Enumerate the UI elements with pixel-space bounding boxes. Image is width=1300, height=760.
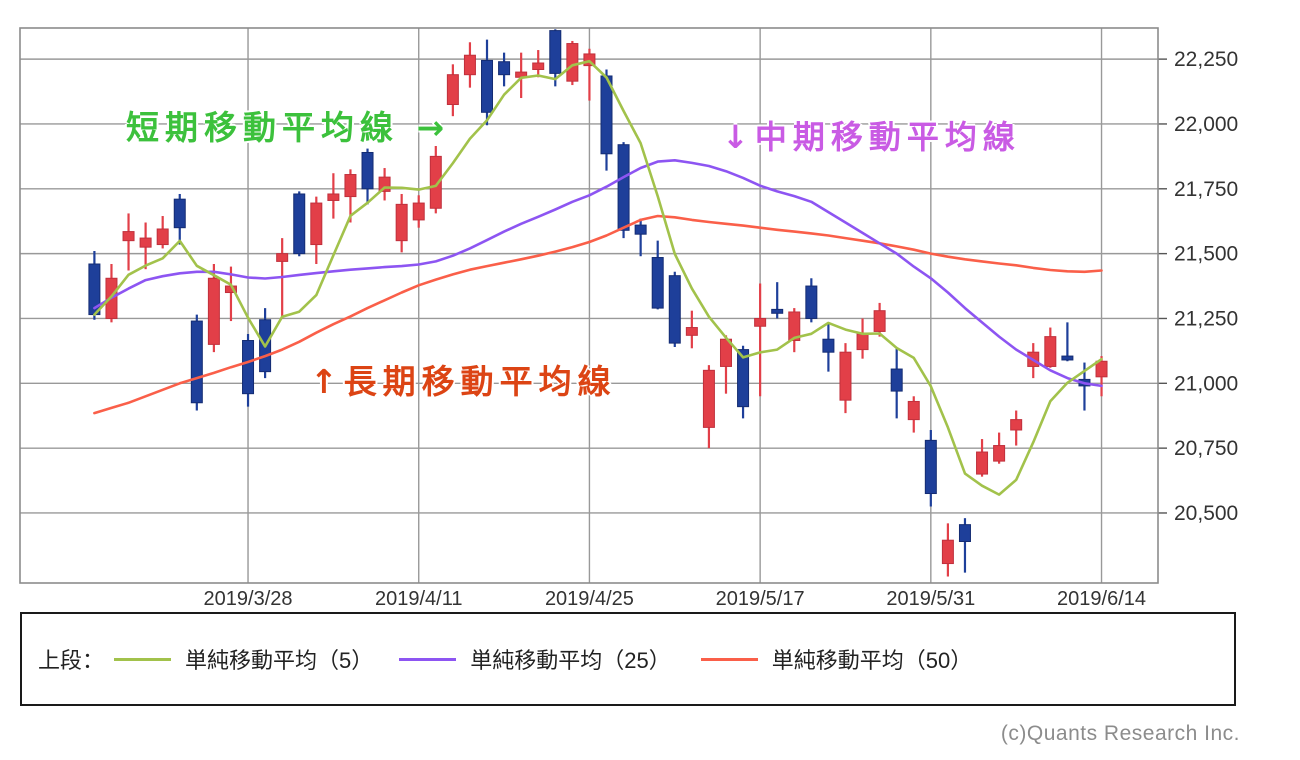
x-tick-label: 2019/5/17 bbox=[716, 588, 805, 610]
y-tick-label: 20,500 bbox=[1174, 502, 1238, 525]
candle-body bbox=[805, 285, 818, 319]
candle-body bbox=[276, 253, 289, 262]
candle-body bbox=[1010, 419, 1023, 431]
sma25-line bbox=[93, 159, 1103, 388]
candle-body bbox=[190, 320, 203, 404]
candle-body bbox=[890, 368, 903, 392]
candle-body bbox=[1044, 336, 1057, 367]
x-tick-label: 2019/6/14 bbox=[1057, 588, 1146, 610]
candle-body bbox=[310, 202, 323, 246]
candle-body bbox=[685, 327, 698, 336]
x-tick-label: 2019/5/31 bbox=[886, 588, 975, 610]
y-tick-label: 21,500 bbox=[1174, 243, 1238, 266]
y-tick-label: 22,000 bbox=[1174, 113, 1238, 136]
candle-body bbox=[242, 340, 255, 395]
candle-body bbox=[839, 351, 852, 401]
y-tick-label: 21,250 bbox=[1174, 307, 1238, 330]
plot-border bbox=[19, 27, 1159, 584]
candle-body bbox=[122, 231, 135, 242]
annotation-long-ma: ↑長期移動平均線 bbox=[310, 362, 617, 401]
legend-item-sma25: 単純移動平均（25） bbox=[399, 643, 671, 675]
annotation-mid-ma: ↓中期移動平均線 bbox=[722, 118, 1021, 156]
candle-body bbox=[1095, 360, 1108, 378]
sma5-line bbox=[93, 59, 1103, 496]
candle-body bbox=[634, 224, 647, 235]
candle-body bbox=[958, 524, 971, 543]
candle-body bbox=[361, 151, 374, 190]
legend-item-sma5: 単純移動平均（5） bbox=[114, 643, 373, 675]
sma50-line bbox=[93, 214, 1103, 415]
candle-body bbox=[1061, 355, 1074, 361]
candle-body bbox=[941, 539, 954, 565]
y-tick-label: 22,250 bbox=[1174, 48, 1238, 71]
candle-body bbox=[617, 144, 630, 231]
candle-body bbox=[446, 74, 459, 106]
y-tick-label: 20,750 bbox=[1174, 437, 1238, 460]
candle-body bbox=[566, 43, 579, 82]
candle-body bbox=[395, 203, 408, 242]
sma50-line-swatch bbox=[700, 657, 758, 661]
candle-body bbox=[429, 155, 442, 209]
candle-body bbox=[702, 369, 715, 428]
candle-body bbox=[993, 445, 1006, 462]
y-tick-label: 21,750 bbox=[1174, 178, 1238, 201]
candle-body bbox=[139, 237, 152, 248]
candle-body bbox=[156, 228, 169, 246]
legend-item-sma50: 単純移動平均（50） bbox=[700, 643, 973, 675]
candle-body bbox=[907, 400, 920, 421]
x-tick-label: 2019/3/28 bbox=[204, 588, 293, 610]
candle-body bbox=[293, 193, 306, 255]
candle-body bbox=[737, 349, 750, 408]
legend-row-label: 上段： bbox=[38, 648, 105, 673]
candle-body bbox=[532, 62, 545, 70]
candle-body bbox=[463, 54, 476, 76]
candle-body bbox=[378, 176, 391, 192]
annotation-short-ma: 短期移動平均線 → bbox=[126, 108, 451, 147]
legend-label-sma50: 単純移動平均（50） bbox=[771, 648, 973, 673]
sma25-line-swatch bbox=[399, 657, 457, 661]
candle-body bbox=[754, 317, 767, 327]
candle-body bbox=[173, 198, 186, 229]
legend: 上段： 単純移動平均（5） 単純移動平均（25） 単純移動平均（50） bbox=[20, 612, 1236, 706]
x-tick-label: 2019/4/25 bbox=[545, 588, 634, 610]
candle-body bbox=[668, 275, 681, 344]
candle-body bbox=[976, 451, 989, 475]
candle-body bbox=[583, 53, 596, 67]
candle-body bbox=[822, 338, 835, 353]
candle-body bbox=[651, 257, 664, 309]
candle-body bbox=[412, 202, 425, 221]
candle-body bbox=[481, 59, 494, 113]
candle-body bbox=[549, 30, 562, 74]
candle-body bbox=[207, 277, 220, 345]
candle-body bbox=[924, 439, 937, 495]
candle-body bbox=[771, 308, 784, 314]
candle-body bbox=[856, 333, 869, 351]
sma5-line-swatch bbox=[114, 657, 172, 661]
candle-body bbox=[498, 61, 511, 76]
candle-body bbox=[327, 193, 340, 201]
y-tick-label: 21,000 bbox=[1174, 372, 1238, 395]
copyright: (c)Quants Research Inc. bbox=[1000, 722, 1240, 745]
candle-body bbox=[873, 310, 886, 332]
candle-body bbox=[344, 174, 357, 198]
legend-label-sma25: 単純移動平均（25） bbox=[470, 648, 671, 673]
legend-label-sma5: 単純移動平均（5） bbox=[185, 648, 374, 673]
candle-body bbox=[788, 311, 801, 342]
x-tick-label: 2019/4/11 bbox=[375, 588, 463, 610]
